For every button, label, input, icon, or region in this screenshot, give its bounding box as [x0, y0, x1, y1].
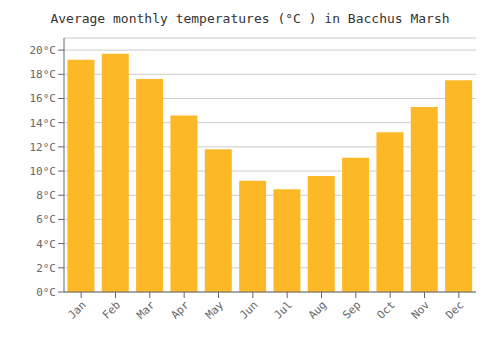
svg-text:18°C: 18°C — [30, 68, 57, 81]
svg-text:16°C: 16°C — [30, 92, 57, 105]
svg-text:Jun: Jun — [237, 298, 260, 321]
svg-text:Feb: Feb — [100, 298, 123, 321]
svg-text:Dec: Dec — [443, 298, 466, 321]
svg-text:10°C: 10°C — [30, 165, 57, 178]
svg-text:Nov: Nov — [409, 298, 433, 322]
svg-text:Oct: Oct — [375, 298, 398, 321]
svg-text:May: May — [203, 298, 227, 322]
svg-text:Jul: Jul — [272, 298, 295, 321]
svg-text:0°C: 0°C — [36, 286, 56, 299]
svg-text:14°C: 14°C — [30, 117, 57, 130]
svg-text:Sep: Sep — [340, 298, 363, 321]
svg-text:6°C: 6°C — [36, 213, 56, 226]
svg-text:2°C: 2°C — [36, 262, 56, 275]
svg-text:4°C: 4°C — [36, 238, 56, 251]
svg-text:Jan: Jan — [66, 298, 89, 321]
html-text:Average monthly temperatures (: Average monthly temperatures (°C ) in Ba… — [50, 11, 450, 26]
svg-text:8°C: 8°C — [36, 189, 56, 202]
svg-text:Apr: Apr — [169, 298, 193, 322]
svg-text:12°C: 12°C — [30, 141, 57, 154]
svg-text:Aug: Aug — [306, 298, 329, 321]
svg-text:Mar: Mar — [134, 298, 158, 322]
svg-text:20°C: 20°C — [30, 44, 57, 57]
